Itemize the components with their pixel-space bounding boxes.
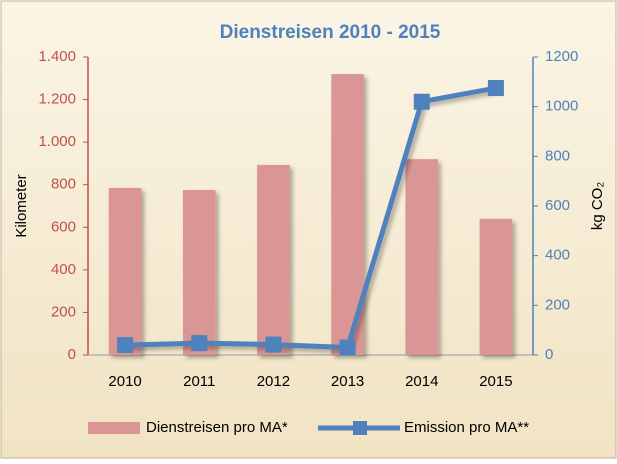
y2-tick-label: 200 — [545, 296, 570, 313]
y-tick-label: 1.400 — [38, 48, 76, 65]
y-tick-label: 600 — [51, 218, 76, 235]
y2-tick-label: 400 — [545, 247, 570, 264]
marker — [191, 335, 208, 352]
marker — [117, 337, 134, 354]
x-tick-label: 2010 — [108, 373, 141, 390]
bar — [108, 187, 142, 355]
y2-axis-label: kg CO₂ — [589, 182, 606, 231]
bar — [405, 159, 439, 355]
bar — [182, 190, 216, 355]
bar — [257, 164, 290, 355]
legend-swatch — [88, 422, 140, 434]
y-tick-label: 800 — [51, 176, 76, 193]
y2-tick-label: 600 — [545, 197, 570, 214]
y-tick-label: 1.000 — [38, 133, 76, 150]
bar — [479, 218, 513, 355]
x-tick-label: 2011 — [183, 373, 215, 390]
legend-label: Emission pro MA** — [404, 419, 529, 436]
y2-tick-label: 1200 — [545, 48, 578, 65]
marker — [487, 80, 504, 97]
legend-label: Dienstreisen pro MA* — [146, 419, 288, 436]
chart-title: Dienstreisen 2010 - 2015 — [220, 22, 441, 43]
y2-tick-label: 1000 — [545, 98, 578, 115]
y-axis-label: Kilometer — [13, 174, 30, 237]
y2-tick-label: 800 — [545, 147, 570, 164]
y-tick-label: 400 — [51, 261, 76, 278]
x-tick-label: 2014 — [405, 373, 438, 390]
y-tick-label: 0 — [68, 346, 76, 363]
line — [125, 85, 497, 351]
marker — [339, 339, 356, 356]
y-tick-label: 1.200 — [38, 91, 76, 108]
x-tick-label: 2013 — [331, 373, 364, 390]
marker — [413, 93, 430, 110]
x-tick-label: 2012 — [257, 373, 290, 390]
legend-marker — [353, 421, 367, 435]
x-tick-label: 2015 — [479, 373, 512, 390]
marker — [265, 336, 282, 353]
y-tick-label: 200 — [51, 303, 76, 320]
y2-tick-label: 0 — [545, 346, 553, 363]
